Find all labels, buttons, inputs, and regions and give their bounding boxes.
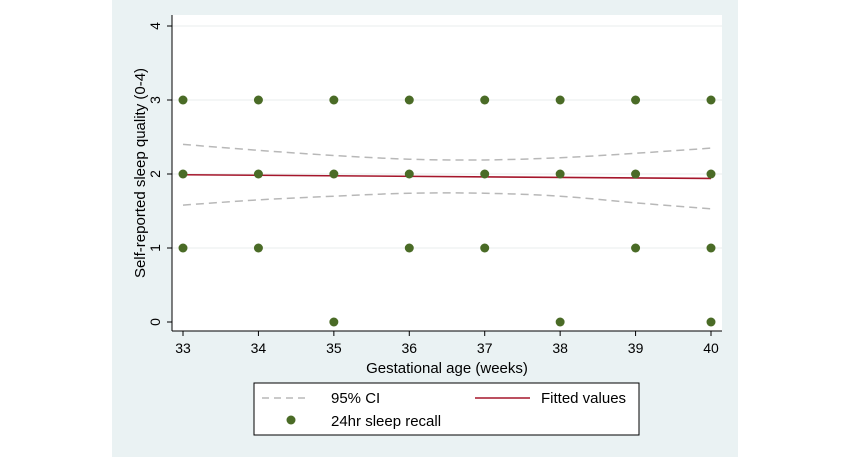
data-point: [253, 243, 263, 253]
y-tick-label: 3: [147, 96, 163, 104]
y-tick-label: 4: [147, 22, 163, 30]
legend-box: [253, 382, 640, 436]
x-tick-label: 34: [251, 340, 267, 356]
y-tick-label: 2: [147, 170, 163, 178]
data-point: [404, 243, 414, 253]
data-point: [178, 169, 188, 179]
data-point: [706, 169, 716, 179]
fitted-line: [182, 173, 712, 180]
data-point: [480, 243, 490, 253]
axes: [171, 15, 722, 332]
y-tick-label: 0: [147, 318, 163, 326]
x-tick-label: 33: [175, 340, 191, 356]
data-point: [178, 243, 188, 253]
scatter-points: [178, 95, 716, 327]
data-point: [329, 95, 339, 105]
data-point: [706, 317, 716, 327]
x-axis-title: Gestational age (weeks): [366, 360, 528, 377]
y-axis-title: Self-reported sleep quality (0-4): [132, 68, 149, 278]
legend: 95% CI Fitted values 24hr sleep recall: [253, 382, 640, 436]
data-point: [329, 317, 339, 327]
gridlines: [172, 25, 722, 249]
data-point: [404, 169, 414, 179]
x-tick-label: 39: [628, 340, 644, 356]
x-tick-label: 38: [552, 340, 568, 356]
y-tick-label: 1: [147, 244, 163, 252]
ci-upper-line: [182, 143, 712, 161]
data-point: [706, 243, 716, 253]
data-point: [631, 95, 641, 105]
ci-band: [182, 143, 712, 210]
data-point: [178, 95, 188, 105]
data-point: [555, 169, 565, 179]
x-tick-label: 40: [703, 340, 719, 356]
x-tick-label: 36: [401, 340, 417, 356]
data-point: [631, 243, 641, 253]
data-point: [555, 317, 565, 327]
data-point: [329, 169, 339, 179]
legend-symbol-points: [286, 415, 296, 425]
data-point: [480, 169, 490, 179]
x-tick-label: 37: [477, 340, 493, 356]
ci-lower-line: [182, 192, 712, 210]
x-tick-label: 35: [326, 340, 342, 356]
data-point: [706, 95, 716, 105]
fitted-values-line: [182, 173, 712, 180]
legend-label-fitted: Fitted values: [541, 390, 626, 407]
data-point: [404, 95, 414, 105]
data-point: [253, 169, 263, 179]
data-point: [253, 95, 263, 105]
data-point: [631, 169, 641, 179]
data-point: [480, 95, 490, 105]
plot-region: [172, 15, 722, 331]
data-point: [555, 95, 565, 105]
legend-label-ci: 95% CI: [331, 390, 380, 407]
legend-label-points: 24hr sleep recall: [331, 413, 441, 430]
